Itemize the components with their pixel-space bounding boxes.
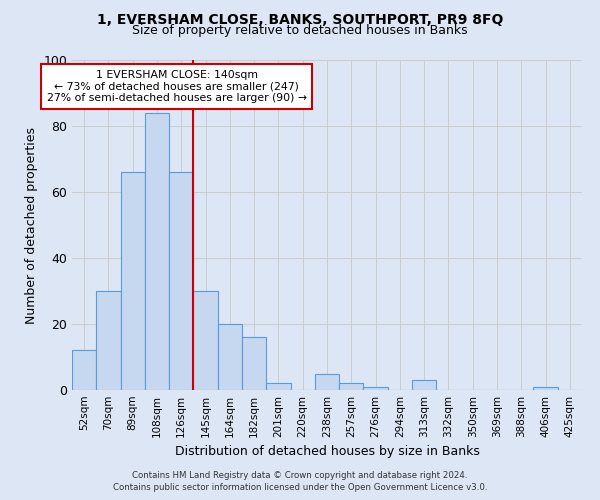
Bar (121, 172, 145, 390)
Text: 1 EVERSHAM CLOSE: 140sqm
← 73% of detached houses are smaller (247)
27% of semi-: 1 EVERSHAM CLOSE: 140sqm ← 73% of detach… (47, 70, 307, 103)
Bar (339, 384, 364, 390)
Bar (412, 380, 436, 390)
X-axis label: Distribution of detached houses by size in Banks: Distribution of detached houses by size … (175, 446, 479, 458)
Text: Contains HM Land Registry data © Crown copyright and database right 2024.
Contai: Contains HM Land Registry data © Crown c… (113, 471, 487, 492)
Text: 1, EVERSHAM CLOSE, BANKS, SOUTHPORT, PR9 8FQ: 1, EVERSHAM CLOSE, BANKS, SOUTHPORT, PR9… (97, 12, 503, 26)
Bar (145, 113, 169, 390)
Bar (72, 350, 96, 390)
Y-axis label: Number of detached properties: Number of detached properties (25, 126, 38, 324)
Bar (96, 291, 121, 390)
Bar (266, 384, 290, 390)
Bar (218, 324, 242, 390)
Bar (533, 386, 558, 390)
Text: Size of property relative to detached houses in Banks: Size of property relative to detached ho… (132, 24, 468, 37)
Bar (193, 291, 218, 390)
Bar (364, 386, 388, 390)
Bar (315, 374, 339, 390)
Bar (169, 172, 193, 390)
Bar (242, 337, 266, 390)
